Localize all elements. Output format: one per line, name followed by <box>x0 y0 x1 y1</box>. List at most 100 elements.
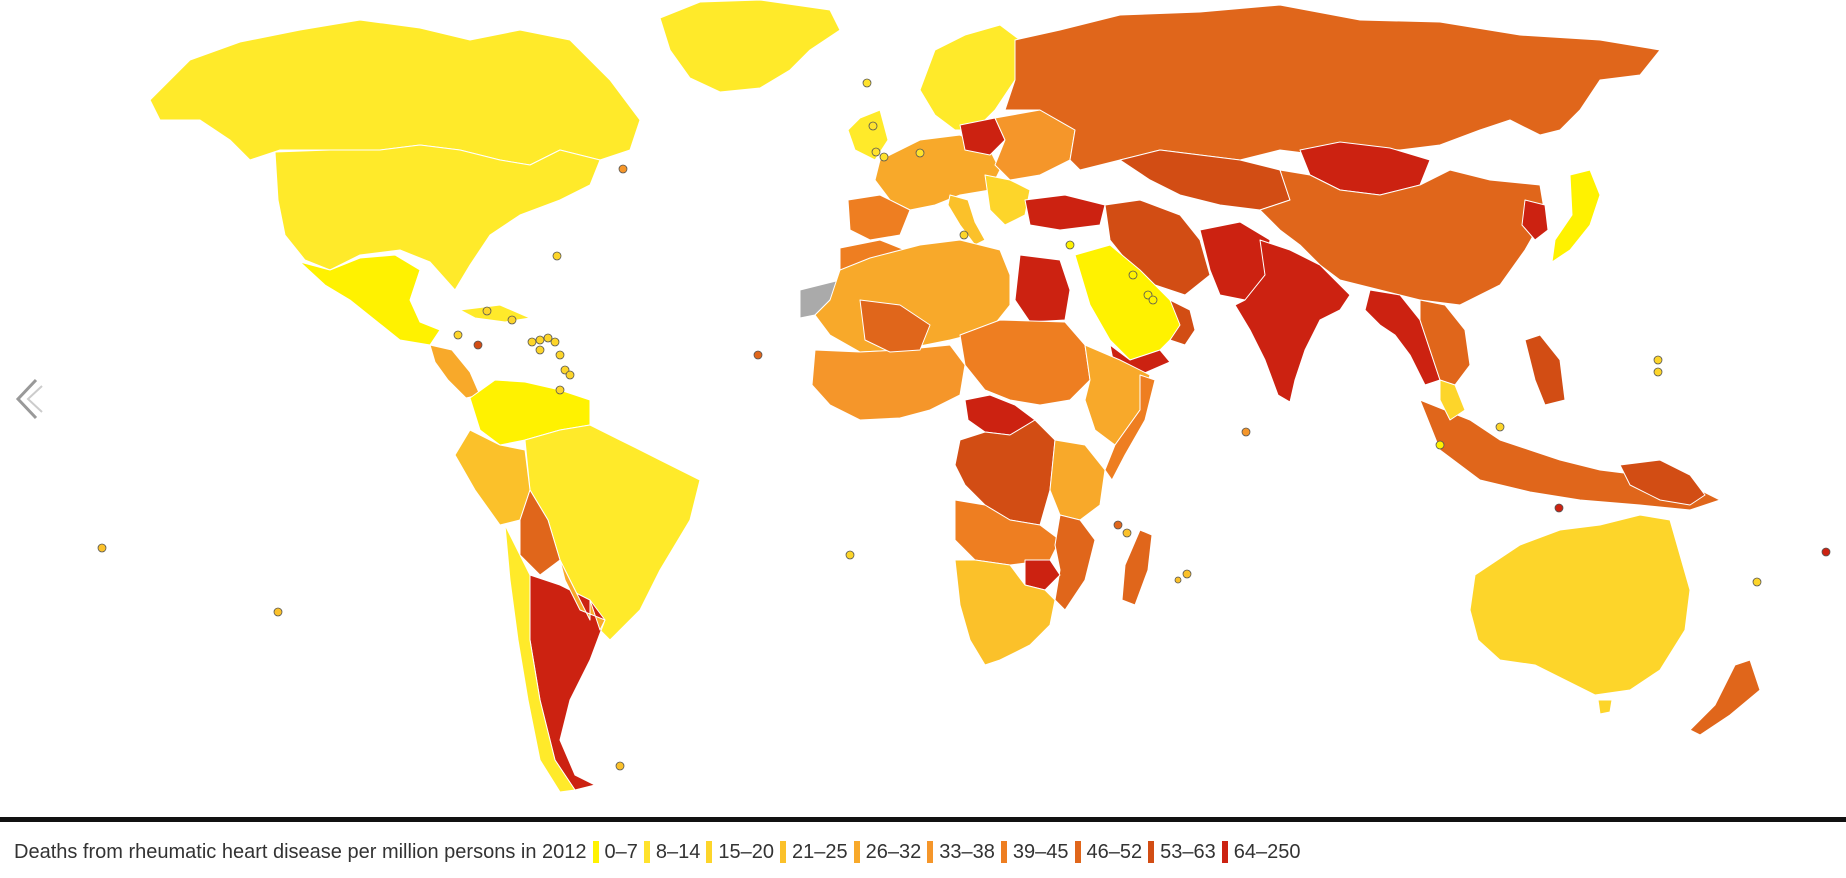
small-state-marker[interactable] <box>1435 440 1445 450</box>
small-state-marker[interactable] <box>1653 367 1663 377</box>
region-japan[interactable] <box>1551 169 1601 263</box>
small-state-marker[interactable] <box>1653 355 1663 365</box>
small-state-marker[interactable] <box>615 761 625 771</box>
small-state-marker[interactable] <box>555 350 565 360</box>
small-state-marker[interactable] <box>1495 422 1505 432</box>
small-state-marker[interactable] <box>871 147 881 157</box>
small-state-marker[interactable] <box>535 335 545 345</box>
region-uk-ireland[interactable] <box>847 109 889 161</box>
legend-swatch <box>780 841 787 863</box>
region-mexico[interactable] <box>299 254 441 346</box>
legend-item: 8–14 <box>643 840 701 864</box>
region-philippines[interactable] <box>1524 334 1566 406</box>
region-russia[interactable] <box>1004 4 1661 171</box>
region-myanmar-thailand[interactable] <box>1364 289 1441 386</box>
region-central-america[interactable] <box>429 344 481 399</box>
small-state-marker[interactable] <box>273 607 283 617</box>
region-angola-zambia[interactable] <box>954 499 1061 566</box>
region-kazakhstan[interactable] <box>1119 149 1291 211</box>
legend-label: 0–7 <box>604 840 638 863</box>
region-west-africa[interactable] <box>811 344 966 421</box>
legend-swatch <box>1074 841 1081 863</box>
legend-label: 8–14 <box>655 840 701 863</box>
small-state-marker[interactable] <box>565 370 575 380</box>
small-state-marker[interactable] <box>1554 503 1564 513</box>
region-mozambique[interactable] <box>1054 514 1096 611</box>
legend-swatch <box>927 841 934 863</box>
region-india[interactable] <box>1234 239 1351 403</box>
small-state-marker[interactable] <box>453 330 463 340</box>
region-new-guinea[interactable] <box>1619 459 1706 506</box>
small-state-marker[interactable] <box>1128 270 1138 280</box>
region-poland[interactable] <box>959 117 1006 156</box>
region-sudan-chad[interactable] <box>959 319 1091 406</box>
region-greenland[interactable] <box>659 0 841 93</box>
region-australia[interactable] <box>1469 514 1691 696</box>
region-cuba[interactable] <box>459 304 531 323</box>
legend-label: 46–52 <box>1086 840 1143 863</box>
legend-label: 39–45 <box>1012 840 1069 863</box>
legend-title: Deaths from rheumatic heart disease per … <box>14 840 587 863</box>
small-state-marker[interactable] <box>535 345 545 355</box>
region-italy[interactable] <box>947 194 986 246</box>
small-state-marker[interactable] <box>507 315 517 325</box>
region-mali-niger[interactable] <box>859 299 931 353</box>
small-state-marker[interactable] <box>1174 576 1182 584</box>
small-state-marker[interactable] <box>1182 569 1192 579</box>
small-state-marker[interactable] <box>1148 295 1158 305</box>
small-state-marker[interactable] <box>862 78 872 88</box>
legend-label: 64–250 <box>1233 840 1301 863</box>
legend-swatch <box>1221 841 1228 863</box>
region-malaysia[interactable] <box>1439 379 1466 421</box>
small-state-marker[interactable] <box>845 550 855 560</box>
region-caucasus-iran[interactable] <box>1104 199 1211 296</box>
small-state-marker[interactable] <box>527 337 537 347</box>
region-oman[interactable] <box>1169 299 1196 346</box>
region-somalia[interactable] <box>1104 374 1156 481</box>
small-state-marker[interactable] <box>868 121 878 131</box>
small-state-marker[interactable] <box>1122 528 1132 538</box>
small-state-marker[interactable] <box>543 333 553 343</box>
region-canada-alaska[interactable] <box>149 19 641 166</box>
region-usa[interactable] <box>274 144 601 291</box>
region-madagascar[interactable] <box>1121 529 1153 606</box>
region-balkans[interactable] <box>984 174 1031 226</box>
region-china[interactable] <box>1259 169 1546 306</box>
region-korea[interactable] <box>1521 199 1549 241</box>
region-iberia[interactable] <box>847 194 911 241</box>
region-peru[interactable] <box>454 429 531 526</box>
region-new-zealand[interactable] <box>1689 659 1761 736</box>
region-chile[interactable] <box>504 524 576 793</box>
small-state-marker[interactable] <box>1821 547 1831 557</box>
small-state-marker[interactable] <box>1752 577 1762 587</box>
small-state-marker[interactable] <box>473 340 483 350</box>
small-state-marker[interactable] <box>1241 427 1251 437</box>
region-egypt[interactable] <box>1014 254 1071 323</box>
legend-item: 39–45 <box>1000 840 1069 864</box>
small-state-marker[interactable] <box>550 337 560 347</box>
region-scandinavia[interactable] <box>919 24 1021 131</box>
legend-swatch <box>706 841 713 863</box>
small-state-marker[interactable] <box>1065 240 1075 250</box>
region-zimbabwe[interactable] <box>1024 559 1061 591</box>
small-state-marker[interactable] <box>1113 520 1123 530</box>
small-state-marker[interactable] <box>959 230 969 240</box>
legend-item: 15–20 <box>706 841 774 864</box>
small-state-marker[interactable] <box>552 251 562 261</box>
small-state-marker[interactable] <box>482 306 492 316</box>
small-state-marker[interactable] <box>555 385 565 395</box>
region-congo[interactable] <box>954 419 1056 526</box>
region-tasmania[interactable] <box>1597 699 1613 715</box>
region-turkey[interactable] <box>1024 194 1106 231</box>
region-east-africa[interactable] <box>1049 439 1106 521</box>
small-state-marker[interactable] <box>97 543 107 553</box>
region-southern-africa[interactable] <box>954 559 1056 666</box>
small-state-marker[interactable] <box>753 350 763 360</box>
region-western-europe[interactable] <box>874 134 1001 211</box>
prev-arrow-button[interactable] <box>8 372 44 426</box>
small-state-marker[interactable] <box>618 164 628 174</box>
small-state-marker[interactable] <box>879 152 889 162</box>
small-state-marker[interactable] <box>915 148 925 158</box>
legend-swatch <box>853 841 860 863</box>
region-paraguay-uruguay[interactable] <box>559 559 606 631</box>
